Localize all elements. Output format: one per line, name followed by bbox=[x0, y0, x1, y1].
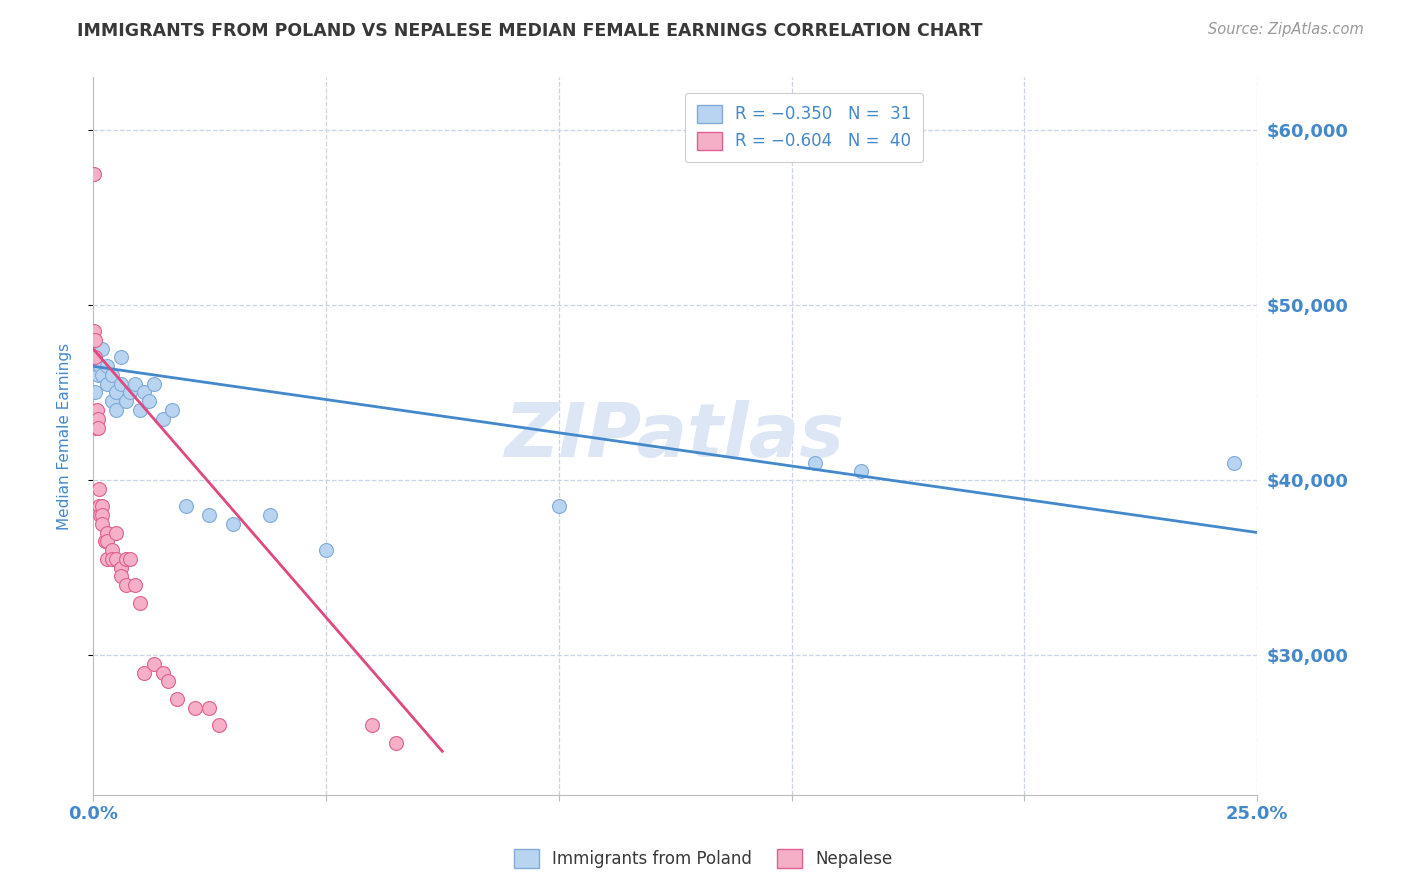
Point bbox=[128, 403, 150, 417]
Point bbox=[89, 508, 111, 522]
Point bbox=[89, 359, 111, 374]
Point bbox=[91, 516, 114, 531]
Point bbox=[105, 385, 128, 400]
Point bbox=[152, 665, 174, 680]
Text: IMMIGRANTS FROM POLAND VS NEPALESE MEDIAN FEMALE EARNINGS CORRELATION CHART: IMMIGRANTS FROM POLAND VS NEPALESE MEDIA… bbox=[77, 22, 983, 40]
Legend: Immigrants from Poland, Nepalese: Immigrants from Poland, Nepalese bbox=[508, 843, 898, 875]
Point bbox=[134, 385, 156, 400]
Point bbox=[166, 691, 188, 706]
Point bbox=[84, 411, 107, 425]
Point bbox=[208, 718, 231, 732]
Point bbox=[851, 464, 873, 478]
Point bbox=[138, 394, 160, 409]
Point bbox=[142, 376, 165, 391]
Point bbox=[124, 376, 146, 391]
Point bbox=[160, 403, 183, 417]
Point bbox=[198, 508, 221, 522]
Point bbox=[156, 674, 179, 689]
Point bbox=[110, 569, 132, 583]
Point bbox=[96, 534, 118, 549]
Point bbox=[128, 595, 150, 609]
Point bbox=[152, 411, 174, 425]
Point bbox=[114, 551, 136, 566]
Y-axis label: Median Female Earnings: Median Female Earnings bbox=[58, 343, 72, 530]
Point bbox=[198, 700, 221, 714]
Point bbox=[83, 167, 105, 181]
Point bbox=[96, 376, 118, 391]
Point bbox=[384, 735, 406, 749]
Point bbox=[96, 551, 118, 566]
Point bbox=[184, 700, 207, 714]
Point bbox=[110, 560, 132, 574]
Point bbox=[259, 508, 281, 522]
Point bbox=[105, 525, 128, 540]
Point bbox=[100, 394, 122, 409]
Point bbox=[315, 543, 337, 558]
Point bbox=[87, 500, 110, 514]
Point bbox=[96, 525, 118, 540]
Text: ZIPatlas: ZIPatlas bbox=[505, 400, 845, 473]
Point bbox=[120, 551, 142, 566]
Point bbox=[84, 385, 107, 400]
Point bbox=[547, 500, 569, 514]
Point bbox=[84, 333, 107, 347]
Point bbox=[124, 578, 146, 592]
Point bbox=[110, 376, 132, 391]
Point bbox=[100, 368, 122, 382]
Point bbox=[86, 411, 108, 425]
Point bbox=[91, 508, 114, 522]
Point bbox=[134, 665, 156, 680]
Point bbox=[84, 420, 107, 434]
Point bbox=[91, 342, 114, 356]
Point bbox=[86, 403, 108, 417]
Point bbox=[105, 403, 128, 417]
Point bbox=[93, 534, 115, 549]
Point bbox=[110, 351, 132, 365]
Point bbox=[86, 420, 108, 434]
Point bbox=[87, 482, 110, 496]
Point bbox=[142, 657, 165, 671]
Point bbox=[84, 351, 107, 365]
Point bbox=[114, 578, 136, 592]
Point bbox=[361, 718, 384, 732]
Point bbox=[1223, 456, 1246, 470]
Point bbox=[114, 394, 136, 409]
Legend: R = −0.350   N =  31, R = −0.604   N =  40: R = −0.350 N = 31, R = −0.604 N = 40 bbox=[685, 93, 922, 162]
Point bbox=[222, 516, 245, 531]
Point bbox=[120, 385, 142, 400]
Point bbox=[86, 368, 108, 382]
Point bbox=[91, 368, 114, 382]
Text: Source: ZipAtlas.com: Source: ZipAtlas.com bbox=[1208, 22, 1364, 37]
Point bbox=[105, 551, 128, 566]
Point bbox=[100, 551, 122, 566]
Point bbox=[174, 500, 197, 514]
Point bbox=[91, 500, 114, 514]
Point bbox=[96, 359, 118, 374]
Point bbox=[100, 543, 122, 558]
Point bbox=[804, 456, 827, 470]
Point bbox=[83, 324, 105, 338]
